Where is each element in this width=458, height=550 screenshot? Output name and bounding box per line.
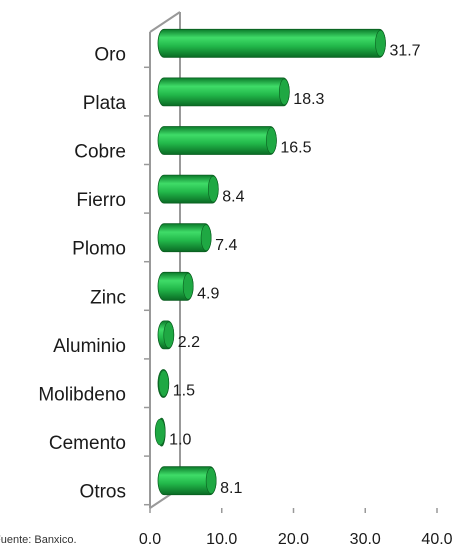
x-tick-label: 20.0 [278,531,309,548]
bar [157,126,277,155]
value-label: 16.5 [280,140,311,157]
value-label: 4.9 [197,286,219,303]
bar-cap [163,321,175,349]
y-tick-label: Aluminio [53,336,126,357]
bar-cap [154,418,166,446]
x-tick-label: 30.0 [350,531,381,548]
value-label: 8.1 [220,480,242,497]
y-tick-label: Otros [80,482,126,503]
bar [157,77,290,107]
y-tick-label: Molibdeno [38,385,126,406]
bar-cap [207,175,219,203]
bar-cap [266,127,277,154]
bar-cap [200,224,212,251]
value-label: 2.2 [178,334,200,351]
y-tick-label: Fierro [76,190,126,211]
x-tick-label: 10.0 [206,531,237,548]
y-tick-label: Oro [94,44,126,65]
y-tick-label: Plata [83,93,127,114]
bar-cap [182,272,194,300]
source: Fuente: Banxico. [0,534,77,546]
x-tick-label: 40.0 [421,531,452,548]
bar-cap [375,29,386,57]
x-tick-label: 0.0 [139,531,161,548]
bar [157,28,386,58]
value-label: 31.7 [389,43,420,60]
y-tick-label: Zinc [90,287,126,308]
value-label: 1.0 [169,431,191,448]
bar-cap [158,370,170,397]
value-label: 1.5 [173,383,195,400]
value-label: 18.3 [293,91,324,108]
bar-cap [279,78,290,106]
y-tick-label: Plomo [72,239,126,260]
y-tick-label: Cobre [74,142,126,163]
bar-cap [205,467,217,495]
value-label: 8.4 [222,188,244,205]
y-tick-label: Cemento [49,433,126,454]
value-label: 7.4 [215,237,237,254]
